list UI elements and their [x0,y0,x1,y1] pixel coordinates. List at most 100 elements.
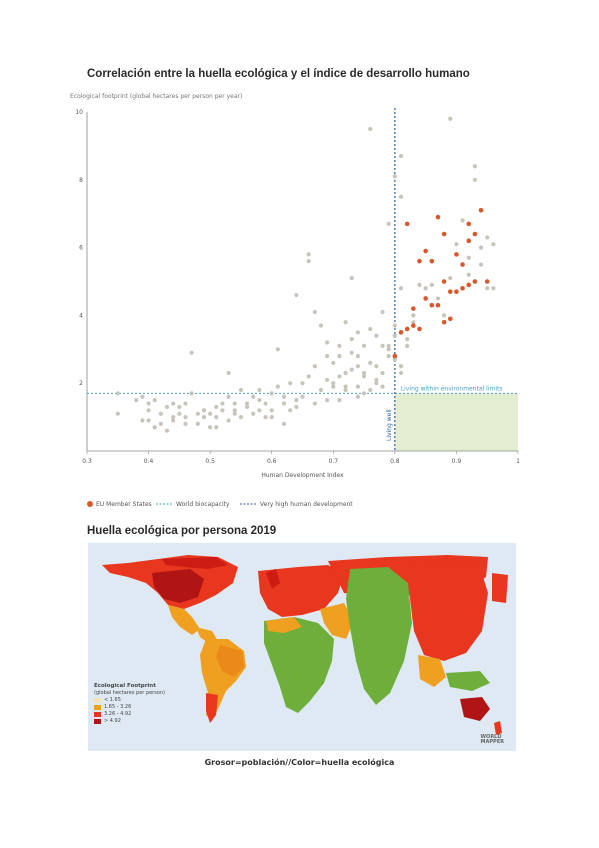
scatter-point-other [183,401,188,406]
southeast-asia-shape [418,655,446,687]
scatter-point-other [374,333,379,338]
scatter-point-other [312,401,317,406]
scatter-point-other [368,387,373,393]
scatter-point-other [337,398,342,403]
scatter-point-other [331,381,336,386]
scatter-point-other [238,415,244,420]
x-tick-label: 0.9 [452,458,462,465]
scatter-point-eu [466,282,472,288]
scatter-point-eu [460,285,465,291]
y-axis-label: Ecological footprint (global hectares pe… [70,93,243,100]
scatter-point-other [392,323,397,328]
scatter-point-other [226,418,231,423]
scatter-point-other [380,343,385,349]
scatter-point-other [349,276,354,281]
y-tick-label: 2 [79,380,83,387]
scatter-point-other [300,394,305,399]
scatter-point-other [294,398,299,403]
x-tick-label: 0.6 [267,458,277,465]
africa-shape [264,617,334,713]
scatter-point-other [392,357,397,362]
scatter-point-other [405,343,410,349]
scatter-point-other [257,408,262,413]
scatter-point-other [337,374,342,379]
canada-shape [162,557,228,569]
scatter-point-other [386,347,391,352]
scatter-point-other [220,408,225,413]
logo-line-1: WORLD [480,734,502,740]
scatter-point-other [238,387,244,393]
scatter-point-eu [460,262,465,267]
scatter-point-other [491,286,496,291]
scatter-point-other [164,404,170,410]
scatter-point-other [232,401,237,406]
scatter-point-other [294,292,299,298]
scatter-point-other [398,364,404,369]
scatter-point-other [374,377,379,382]
scatter-point-other [300,381,305,386]
scatter-point-other [380,384,385,389]
north-africa-shape [266,617,302,633]
legend-label: World biocapacity [176,501,230,508]
x-tick-label: 0.8 [390,458,400,465]
scatter-point-eu [447,289,453,294]
scatter-point-other [232,408,237,413]
scatter-point-other [374,381,379,386]
y-tick-label: 6 [79,245,83,252]
scatter-point-other [281,421,287,426]
scatter-point-other [318,323,324,328]
map-legend-label: 3.26 - 4.92 [104,711,132,717]
legend-swatch [94,705,101,710]
china-shape [410,561,488,661]
scatter-point-other [263,401,268,406]
scatter-point-eu [454,252,459,257]
scatter-point-other [183,421,188,426]
europe-shape [258,565,344,617]
scatter-point-other [158,411,163,416]
scatter-point-eu [466,221,472,227]
scatter-point-other [214,404,219,410]
scatter-point-other [146,418,151,423]
scatter-point-eu [472,231,478,237]
scatter-point-other [423,286,428,291]
y-tick-label: 4 [79,312,83,319]
scatter-point-eu [423,248,428,254]
scatter-point-other [288,408,293,413]
scatter-point-other [318,387,324,393]
brazil-shape [216,645,244,677]
scatter-point-other [349,337,354,342]
scatter-point-other [398,370,404,376]
usa-shape [152,569,204,603]
mexico-shape [168,605,200,635]
scatter-point-other [355,330,361,335]
scatter-point-other [269,391,274,396]
scatter-point-other [177,411,182,416]
scatter-point-other [368,326,373,332]
scatter-point-other [281,394,287,399]
x-tick-label: 0.3 [82,458,92,465]
scatter-point-other [349,350,354,355]
argentina-chile-shape [206,693,218,723]
scatter-point-other [361,343,367,349]
scatter-point-other [435,296,441,301]
scatter-point-other [343,384,348,389]
scatter-point-other [164,428,170,433]
scatter-point-eu [411,306,416,311]
scatter-point-other [208,425,213,430]
scatter-point-other [478,262,484,267]
scatter-point-eu [404,326,410,332]
scatter-point-other [349,367,354,372]
scatter-point-other [454,242,459,247]
world-cartogram: Ecological Footprint (global hectares pe… [88,543,516,751]
scatter-point-eu [429,302,435,308]
scatter-point-other [220,401,225,406]
scatter-point-other [361,391,367,396]
scatter-point-other [281,401,287,406]
scatter-point-other [355,364,361,369]
scatter-point-other [392,333,397,338]
zone-label: Living within environmental limits [401,385,503,392]
scatter-point-other [466,272,471,277]
scatter-point-eu [484,279,490,284]
scatter-point-other [263,415,268,420]
india-shape [346,567,412,705]
